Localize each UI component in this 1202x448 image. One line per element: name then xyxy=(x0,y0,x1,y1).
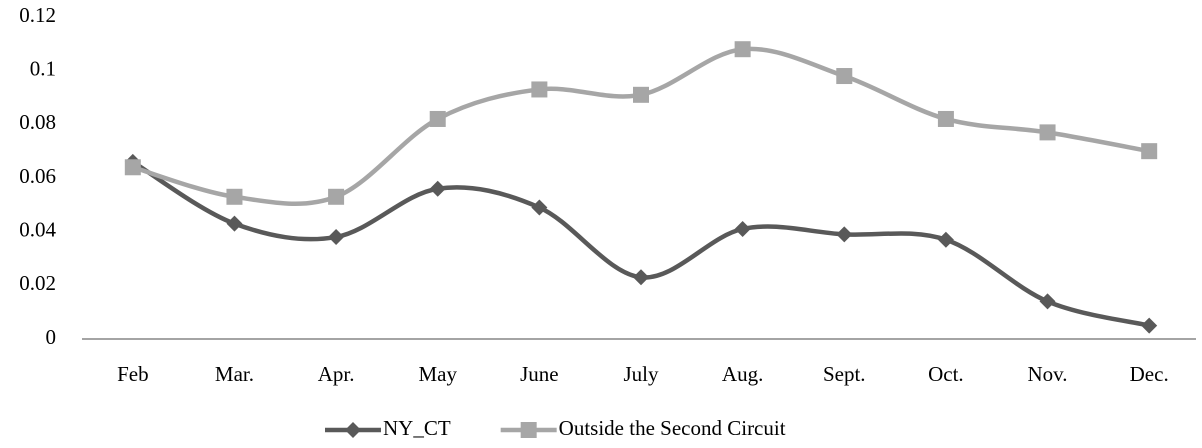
data-point xyxy=(1039,293,1056,310)
data-point xyxy=(836,226,853,243)
data-point xyxy=(633,269,649,286)
data-point xyxy=(124,159,141,176)
y-tick-label: 0.06 xyxy=(19,164,56,188)
data-point xyxy=(531,81,548,98)
series-line xyxy=(131,159,1150,328)
legend-label: NY_CT xyxy=(383,416,451,440)
data-point xyxy=(531,199,548,216)
y-tick-label: 0.12 xyxy=(19,3,56,27)
y-tick-label: 0.02 xyxy=(19,271,56,295)
data-point xyxy=(328,229,345,246)
data-point xyxy=(1141,143,1158,160)
data-point xyxy=(734,220,751,237)
x-tick-label: Sept. xyxy=(823,362,866,386)
data-point xyxy=(836,68,853,85)
data-point xyxy=(429,110,446,127)
x-tick-label: July xyxy=(623,362,659,386)
data-point xyxy=(633,86,649,103)
data-point xyxy=(1141,317,1158,334)
x-tick-label: June xyxy=(520,362,559,386)
x-tick-label: Aug. xyxy=(722,362,763,386)
x-tick-label: Dec. xyxy=(1130,362,1169,386)
data-point xyxy=(328,188,345,205)
series-line xyxy=(132,46,1150,207)
x-tick-label: Feb xyxy=(117,362,149,386)
x-tick-label: May xyxy=(418,362,457,386)
data-point xyxy=(937,110,954,127)
x-tick-label: Apr. xyxy=(318,362,355,386)
data-point xyxy=(226,188,243,205)
y-tick-label: 0 xyxy=(46,325,57,349)
y-tick-label: 0.04 xyxy=(19,217,56,241)
y-tick-label: 0.1 xyxy=(30,56,56,80)
legend-marker xyxy=(520,422,537,438)
data-point xyxy=(734,41,751,58)
x-tick-label: Mar. xyxy=(215,362,254,386)
y-tick-label: 0.08 xyxy=(19,110,56,134)
legend-label: Outside the Second Circuit xyxy=(559,416,786,440)
legend-marker xyxy=(345,422,361,438)
data-point xyxy=(937,231,954,248)
data-point xyxy=(1039,124,1056,141)
data-point xyxy=(226,215,243,232)
data-point xyxy=(429,180,446,197)
x-tick-label: Nov. xyxy=(1028,362,1068,386)
x-tick-label: Oct. xyxy=(928,362,964,386)
